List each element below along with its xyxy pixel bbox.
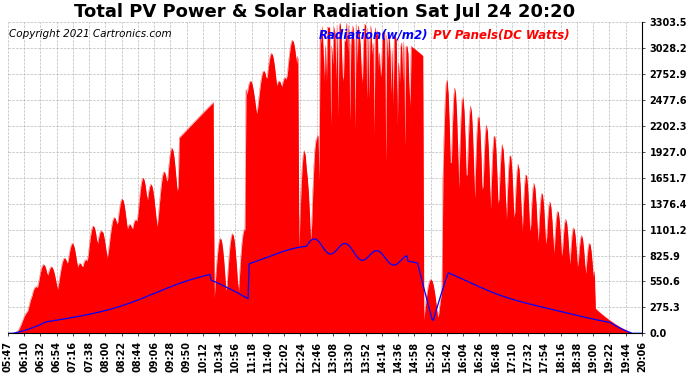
Text: Copyright 2021 Cartronics.com: Copyright 2021 Cartronics.com — [9, 28, 172, 39]
Title: Total PV Power & Solar Radiation Sat Jul 24 20:20: Total PV Power & Solar Radiation Sat Jul… — [75, 3, 575, 21]
Text: PV Panels(DC Watts): PV Panels(DC Watts) — [433, 28, 569, 42]
Text: Radiation(w/m2): Radiation(w/m2) — [319, 28, 428, 42]
